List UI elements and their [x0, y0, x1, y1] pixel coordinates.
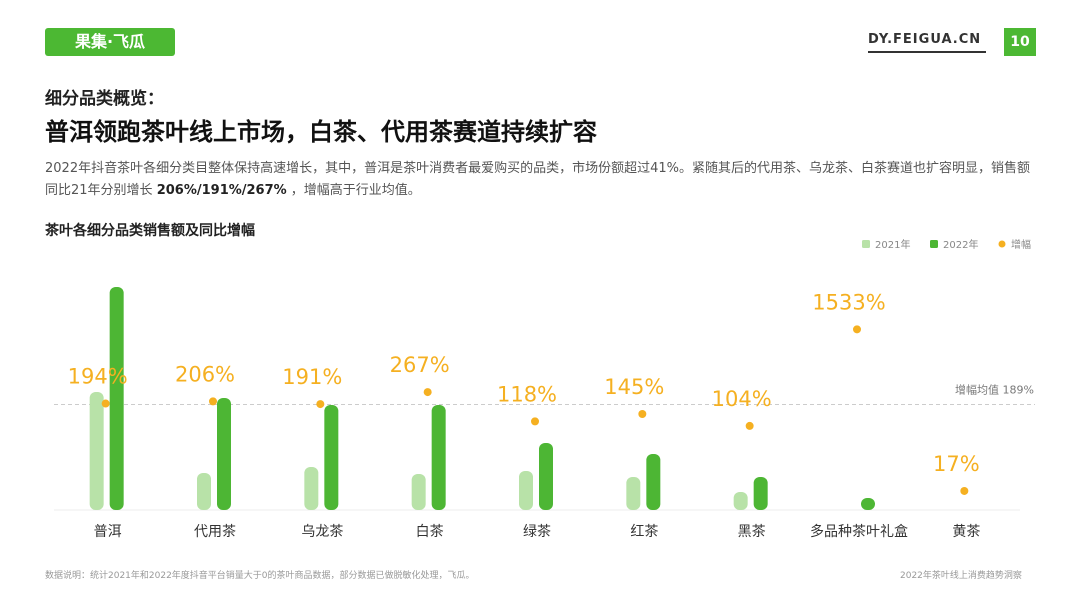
x-tick-label: 白茶: [416, 524, 444, 540]
bar: [626, 477, 641, 510]
kicker: 细分品类概览：: [45, 89, 164, 109]
bar: [539, 443, 553, 510]
footnote: 数据说明：统计2021年和2022年度抖音平台销量大于0的茶叶商品数据，部分数据…: [45, 571, 475, 581]
x-tick-label: 绿茶: [523, 524, 551, 540]
growth-label: 145%: [604, 375, 664, 399]
bar: [519, 471, 533, 510]
legend-swatch: [998, 240, 1006, 248]
legend-label: 2021年: [875, 238, 910, 251]
growth-dot: [960, 486, 969, 495]
x-tick-label: 代用茶: [194, 524, 236, 540]
bar: [646, 454, 661, 510]
x-tick-label: 普洱: [94, 524, 122, 540]
growth-label: 118%: [497, 382, 557, 406]
page-number: 10: [1004, 28, 1036, 56]
x-tick-label: 乌龙茶: [301, 524, 343, 540]
bar: [89, 392, 104, 510]
bar: [197, 473, 211, 510]
growth-dot: [531, 417, 539, 426]
growth-label: 1533%: [812, 290, 885, 314]
growth-label: 194%: [68, 365, 128, 389]
growth-dot: [209, 397, 217, 406]
legend-swatch: [862, 240, 870, 248]
bar: [411, 474, 426, 510]
bar: [753, 477, 768, 510]
growth-dot: [638, 409, 647, 418]
legend-label: 增幅: [1011, 238, 1031, 251]
site: DY.FEIGUA.CN: [868, 32, 986, 53]
description-tail: ，增幅高于行业均值。: [286, 183, 421, 198]
growth-label: 104%: [712, 387, 772, 411]
bar: [324, 405, 339, 510]
growth-label: 267%: [390, 353, 450, 377]
source: 2022年茶叶线上消费趋势洞察: [900, 571, 1022, 581]
x-tick-label: 黄茶: [952, 523, 980, 540]
growth-dot: [101, 399, 110, 408]
average-label: 增幅均值 189%: [955, 382, 1034, 396]
chart-title: 茶叶各细分品类销售额及同比增幅: [45, 223, 255, 239]
growth-dot: [853, 325, 861, 334]
description-text: 2022年抖音茶叶各细分类目整体保持高速增长，其中，普洱是茶叶消费者最爱购买的品…: [45, 161, 1030, 198]
x-tick-label: 红茶: [630, 524, 658, 540]
bar: [861, 498, 875, 510]
bar: [733, 492, 748, 510]
growth-label: 17%: [933, 452, 980, 476]
growth-dot: [745, 421, 754, 430]
description-bold: 206%/191%/267%: [156, 183, 287, 198]
bar: [217, 398, 231, 510]
x-tick-label: 黑茶: [738, 524, 766, 540]
growth-dot: [316, 400, 325, 409]
x-tick-label: 多品种茶叶礼盒: [810, 523, 908, 540]
bar: [431, 405, 446, 510]
growth-label: 206%: [175, 362, 235, 386]
growth-dot: [423, 388, 432, 397]
bar: [109, 287, 124, 510]
logo: 果集·飞瓜: [45, 28, 175, 56]
growth-label: 191%: [282, 365, 342, 389]
legend-swatch: [930, 240, 938, 248]
description: 2022年抖音茶叶各细分类目整体保持高速增长，其中，普洱是茶叶消费者最爱购买的品…: [45, 158, 1040, 202]
title: 普洱领跑茶叶线上市场，白茶、代用茶赛道持续扩容: [45, 118, 597, 146]
legend-label: 2022年: [943, 238, 978, 251]
bar: [304, 467, 319, 510]
